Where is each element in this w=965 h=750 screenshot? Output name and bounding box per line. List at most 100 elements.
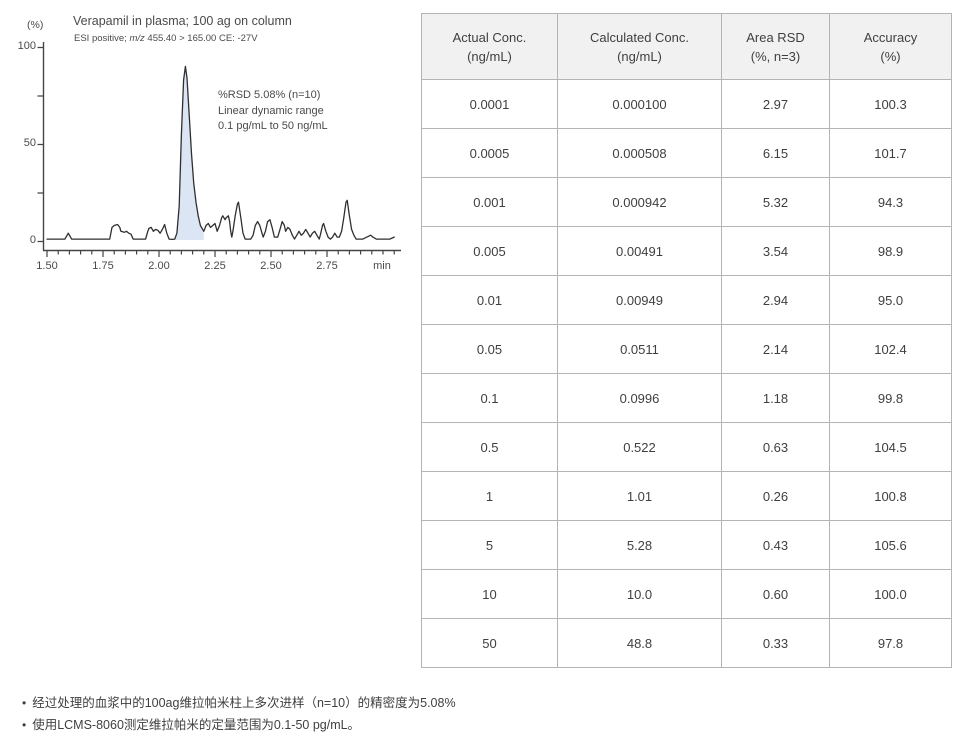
- table-cell: 99.8: [829, 373, 952, 423]
- chart-subtitle-mz: m/z: [129, 33, 145, 44]
- table-cell: 1.18: [721, 373, 830, 423]
- table-row: 1 1.01 0.26 100.8: [421, 471, 952, 521]
- table-cell: 2.97: [721, 79, 830, 129]
- table-cell: 0.000100: [557, 79, 722, 129]
- table-cell: 0.63: [721, 422, 830, 472]
- table-cell: 0.000942: [557, 177, 722, 227]
- table-row: 0.001 0.000942 5.32 94.3: [421, 177, 952, 227]
- chart-subtitle-prefix: ESI positive;: [74, 33, 130, 44]
- table-cell: 3.54: [721, 226, 830, 276]
- chromatogram-svg: [37, 42, 401, 257]
- chart-title: Verapamil in plasma; 100 ag on column: [73, 14, 292, 28]
- table-cell: 10.0: [557, 569, 722, 619]
- main-peak-fill: [174, 66, 204, 241]
- table-cell: 0.33: [721, 618, 830, 668]
- table-cell: 2.94: [721, 275, 830, 325]
- table-cell: 0.05: [421, 324, 558, 374]
- table-cell: 94.3: [829, 177, 952, 227]
- column-header: Calculated Conc. (ng/mL): [557, 13, 722, 80]
- table-cell: 105.6: [829, 520, 952, 570]
- note-text: 使用LCMS-8060测定维拉帕米的定量范围为0.1-50 pg/mL。: [32, 718, 361, 732]
- table-cell: 2.14: [721, 324, 830, 374]
- table-cell: 95.0: [829, 275, 952, 325]
- annotation-line-range: Linear dynamic range: [218, 104, 324, 117]
- table-cell: 1: [421, 471, 558, 521]
- table-cell: 102.4: [829, 324, 952, 374]
- table-cell: 0.522: [557, 422, 722, 472]
- table-cell: 0.0005: [421, 128, 558, 178]
- table-row: 0.1 0.0996 1.18 99.8: [421, 373, 952, 423]
- column-header: Actual Conc. (ng/mL): [421, 13, 558, 80]
- annotation-line-rsd: %RSD 5.08% (n=10): [218, 89, 321, 101]
- notes: • 经过处理的血浆中的100ag维拉帕米柱上多次进样（n=10）的精密度为5.0…: [22, 692, 456, 736]
- x-tick-label: 2.00: [148, 260, 170, 272]
- results-table-body: 0.0001 0.000100 2.97 100.3 0.0005 0.000508 6.1…: [421, 79, 952, 668]
- y-tick-label: 50: [23, 137, 36, 149]
- table-cell: 0.00949: [557, 275, 722, 325]
- table-cell: 0.001: [421, 177, 558, 227]
- table-cell: 0.60: [721, 569, 830, 619]
- table-row: 0.5 0.522 0.63 104.5: [421, 422, 952, 472]
- table-cell: 6.15: [721, 128, 830, 178]
- table-row: 0.01 0.00949 2.94 95.0: [421, 275, 952, 325]
- table-row: 50 48.8 0.33 97.8: [421, 618, 952, 668]
- table-cell: 1.01: [557, 471, 722, 521]
- results-table: Actual Conc. (ng/mL) Calculated Conc. (ng…: [421, 13, 952, 668]
- axis-ticks: [37, 46, 395, 257]
- chromatogram-panel: (%) Verapamil in plasma; 100 ag on colum…: [0, 0, 415, 290]
- chart-subtitle: ESI positive; m/z 455.40 > 165.00 CE: -2…: [74, 33, 258, 44]
- table-cell: 0.005: [421, 226, 558, 276]
- table-cell: 0.0001: [421, 79, 558, 129]
- chart-subtitle-suffix: 455.40 > 165.00 CE: -27V: [144, 33, 258, 44]
- table-cell: 104.5: [829, 422, 952, 472]
- chromatogram-trace: [46, 65, 395, 241]
- y-tick-label: 0: [29, 234, 36, 246]
- table-cell: 0.0996: [557, 373, 722, 423]
- table-row: 0.0005 0.000508 6.15 101.7: [421, 128, 952, 178]
- table-cell: 5.32: [721, 177, 830, 227]
- table-cell: 101.7: [829, 128, 952, 178]
- x-tick-label: 1.50: [36, 260, 58, 272]
- x-tick-label: 1.75: [92, 260, 114, 272]
- table-header-row: Actual Conc. (ng/mL) Calculated Conc. (ng…: [421, 13, 952, 80]
- table-cell: 10: [421, 569, 558, 619]
- bullet-icon: •: [22, 718, 27, 732]
- table-cell: 98.9: [829, 226, 952, 276]
- x-tick-label: 2.25: [204, 260, 226, 272]
- x-tick-label: 2.75: [316, 260, 338, 272]
- table-cell: 100.3: [829, 79, 952, 129]
- table-cell: 0.000508: [557, 128, 722, 178]
- table-cell: 100.8: [829, 471, 952, 521]
- note-line-precision: • 经过处理的血浆中的100ag维拉帕米柱上多次进样（n=10）的精密度为5.0…: [22, 692, 456, 714]
- x-axis-unit-label: min: [373, 260, 391, 272]
- table-cell: 0.1: [421, 373, 558, 423]
- table-row: 0.005 0.00491 3.54 98.9: [421, 226, 952, 276]
- table-cell: 5.28: [557, 520, 722, 570]
- annotation-line-span: 0.1 pg/mL to 50 ng/mL: [218, 120, 328, 132]
- table-row: 10 10.0 0.60 100.0: [421, 569, 952, 619]
- bullet-icon: •: [22, 696, 27, 710]
- table-cell: 5: [421, 520, 558, 570]
- table-cell: 50: [421, 618, 558, 668]
- table-cell: 0.26: [721, 471, 830, 521]
- table-cell: 100.0: [829, 569, 952, 619]
- table-cell: 0.0511: [557, 324, 722, 374]
- column-header: Accuracy (%): [829, 13, 952, 80]
- table-cell: 97.8: [829, 618, 952, 668]
- table-cell: 0.43: [721, 520, 830, 570]
- table-row: 5 5.28 0.43 105.6: [421, 520, 952, 570]
- table-cell: 48.8: [557, 618, 722, 668]
- y-tick-label: 100: [17, 40, 36, 52]
- table-cell: 0.00491: [557, 226, 722, 276]
- table-cell: 0.5: [421, 422, 558, 472]
- chart-annotation: %RSD 5.08% (n=10) Linear dynamic range 0…: [218, 88, 328, 135]
- table-cell: 0.01: [421, 275, 558, 325]
- table-row: 0.0001 0.000100 2.97 100.3: [421, 79, 952, 129]
- note-text: 经过处理的血浆中的100ag维拉帕米柱上多次进样（n=10）的精密度为5.08%: [32, 696, 456, 710]
- table-row: 0.05 0.0511 2.14 102.4: [421, 324, 952, 374]
- x-tick-label: 2.50: [260, 260, 282, 272]
- column-header: Area RSD (%, n=3): [721, 13, 830, 80]
- note-line-quant-range: • 使用LCMS-8060测定维拉帕米的定量范围为0.1-50 pg/mL。: [22, 714, 456, 736]
- axes: [42, 42, 401, 252]
